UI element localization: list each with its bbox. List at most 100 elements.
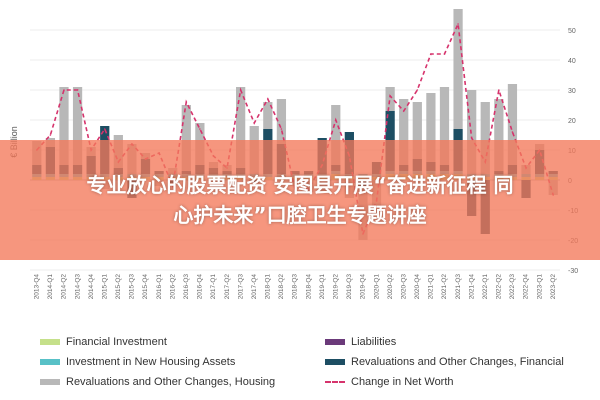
- x-tick-label: 2022-Q3: [509, 274, 516, 300]
- x-tick-label: 2014-Q2: [61, 274, 68, 300]
- x-tick-label: 2015-Q2: [115, 274, 122, 300]
- net-change-point: [76, 89, 79, 91]
- x-tick-label: 2022-Q1: [482, 274, 489, 300]
- bar-segment: [263, 102, 273, 129]
- x-tick-label: 2023-Q2: [550, 274, 557, 300]
- x-tick-label: 2020-Q4: [414, 274, 421, 300]
- legend-item-revaluations-financial: Revaluations and Other Changes, Financia…: [325, 356, 564, 368]
- x-tick-label: 2013-Q4: [34, 274, 41, 300]
- x-tick-label: 2019-Q2: [332, 274, 339, 300]
- banner-line-1: 专业放心的股票配资 安图县开展“奋进新征程 同: [86, 173, 514, 197]
- x-tick-label: 2019-Q1: [319, 274, 326, 300]
- net-change-point: [253, 122, 256, 124]
- legend-label: Investment in New Housing Assets: [66, 356, 236, 368]
- promo-banner-overlay[interactable]: 专业放心的股票配资 安图县开展“奋进新征程 同 心护未来”口腔卫生专题讲座: [0, 140, 600, 260]
- legend: Financial Investment Investment in New H…: [0, 330, 600, 400]
- x-tick-label: 2017-Q1: [210, 274, 217, 300]
- legend-item-change-net-worth: Change in Net Worth: [325, 376, 454, 388]
- net-change-point: [443, 53, 446, 55]
- legend-swatch: [40, 359, 60, 365]
- legend-item-investment-new-housing: Investment in New Housing Assets: [40, 356, 235, 368]
- bar-segment: [59, 87, 69, 165]
- legend-label: Financial Investment: [66, 336, 167, 348]
- net-change-point: [267, 98, 269, 100]
- bar-segment: [494, 99, 504, 171]
- legend-item-liabilities: Liabilities: [325, 336, 396, 348]
- bar-segment: [385, 87, 395, 111]
- x-tick-label: 2021-Q4: [468, 274, 475, 300]
- legend-label: Change in Net Worth: [351, 376, 454, 388]
- x-tick-label: 2017-Q2: [224, 274, 231, 300]
- x-tick-label: 2018-Q2: [278, 274, 285, 300]
- y-tick-label: 50: [568, 28, 576, 35]
- x-tick-label: 2018-Q3: [292, 274, 299, 300]
- bar-segment: [276, 99, 287, 144]
- x-tick-label: 2016-Q3: [183, 274, 190, 300]
- x-tick-label: 2020-Q2: [387, 274, 394, 300]
- x-tick-label: 2019-Q3: [346, 274, 353, 300]
- y-tick-label: -30: [568, 268, 578, 275]
- net-change-point: [511, 131, 514, 133]
- net-change-point: [389, 95, 391, 97]
- net-change-point: [457, 23, 459, 25]
- y-tick-label: 30: [568, 88, 576, 95]
- net-change-point: [498, 89, 500, 91]
- legend-item-revaluations-housing: Revaluations and Other Changes, Housing: [40, 376, 275, 388]
- x-tick-label: 2022-Q4: [523, 274, 530, 300]
- legend-swatch-dashed: [325, 381, 345, 383]
- net-change-point: [199, 128, 201, 130]
- net-change-point: [49, 134, 52, 136]
- x-tick-label: 2023-Q1: [536, 274, 543, 300]
- net-change-point: [239, 89, 242, 91]
- bar-segment: [412, 102, 422, 159]
- x-tick-label: 2016-Q1: [156, 274, 163, 300]
- net-change-point: [280, 128, 283, 130]
- x-tick-label: 2015-Q1: [101, 274, 108, 300]
- bar-segment: [331, 105, 341, 165]
- x-tick-label: 2018-Q4: [305, 274, 312, 300]
- legend-swatch: [40, 379, 60, 385]
- legend-swatch: [325, 359, 345, 365]
- x-tick-label: 2016-Q4: [197, 274, 204, 300]
- x-tick-label: 2014-Q3: [74, 274, 81, 300]
- net-change-point: [402, 110, 405, 112]
- legend-swatch: [325, 339, 345, 345]
- x-tick-label: 2017-Q4: [251, 274, 258, 300]
- net-change-point: [103, 128, 106, 130]
- bar-segment: [439, 87, 450, 165]
- net-change-point: [416, 89, 419, 91]
- x-tick-label: 2021-Q2: [441, 274, 448, 300]
- x-tick-label: 2016-Q2: [169, 274, 176, 300]
- x-tick-label: 2022-Q2: [496, 274, 503, 300]
- y-tick-label: 40: [568, 58, 576, 65]
- x-tick-label: 2020-Q1: [373, 274, 380, 300]
- bar-segment: [72, 87, 83, 165]
- legend-label: Liabilities: [351, 336, 397, 348]
- legend-label: Revaluations and Other Changes, Financia…: [351, 356, 564, 368]
- net-change-point: [430, 53, 432, 55]
- net-change-point: [63, 89, 65, 91]
- x-tick-label: 2021-Q1: [428, 274, 435, 300]
- x-tick-label: 2014-Q4: [88, 274, 95, 300]
- bar-segment: [507, 84, 518, 165]
- x-tick-label: 2015-Q4: [142, 274, 149, 300]
- x-tick-label: 2019-Q4: [360, 274, 367, 300]
- x-tick-label: 2018-Q1: [265, 274, 272, 300]
- x-tick-label: 2015-Q3: [129, 274, 136, 300]
- bar-segment: [426, 93, 436, 162]
- bar-segment: [236, 87, 246, 168]
- bar-segment: [181, 105, 191, 171]
- y-tick-label: 20: [568, 118, 576, 125]
- bar-segment: [480, 102, 490, 174]
- legend-item-financial-investment: Financial Investment: [40, 336, 167, 348]
- x-tick-label: 2017-Q3: [237, 274, 244, 300]
- x-tick-label: 2014-Q1: [47, 274, 54, 300]
- net-change-point: [470, 137, 473, 139]
- legend-swatch: [40, 339, 60, 345]
- banner-line-2: 心护未来”口腔卫生专题讲座: [173, 203, 427, 227]
- x-tick-label: 2021-Q3: [455, 274, 462, 300]
- bar-segment: [399, 99, 409, 165]
- bar-segment: [453, 9, 463, 129]
- tick-labels-layer: 50403020100-10-20-302013-Q42014-Q12014-Q…: [34, 28, 579, 299]
- legend-label: Revaluations and Other Changes, Housing: [66, 376, 276, 388]
